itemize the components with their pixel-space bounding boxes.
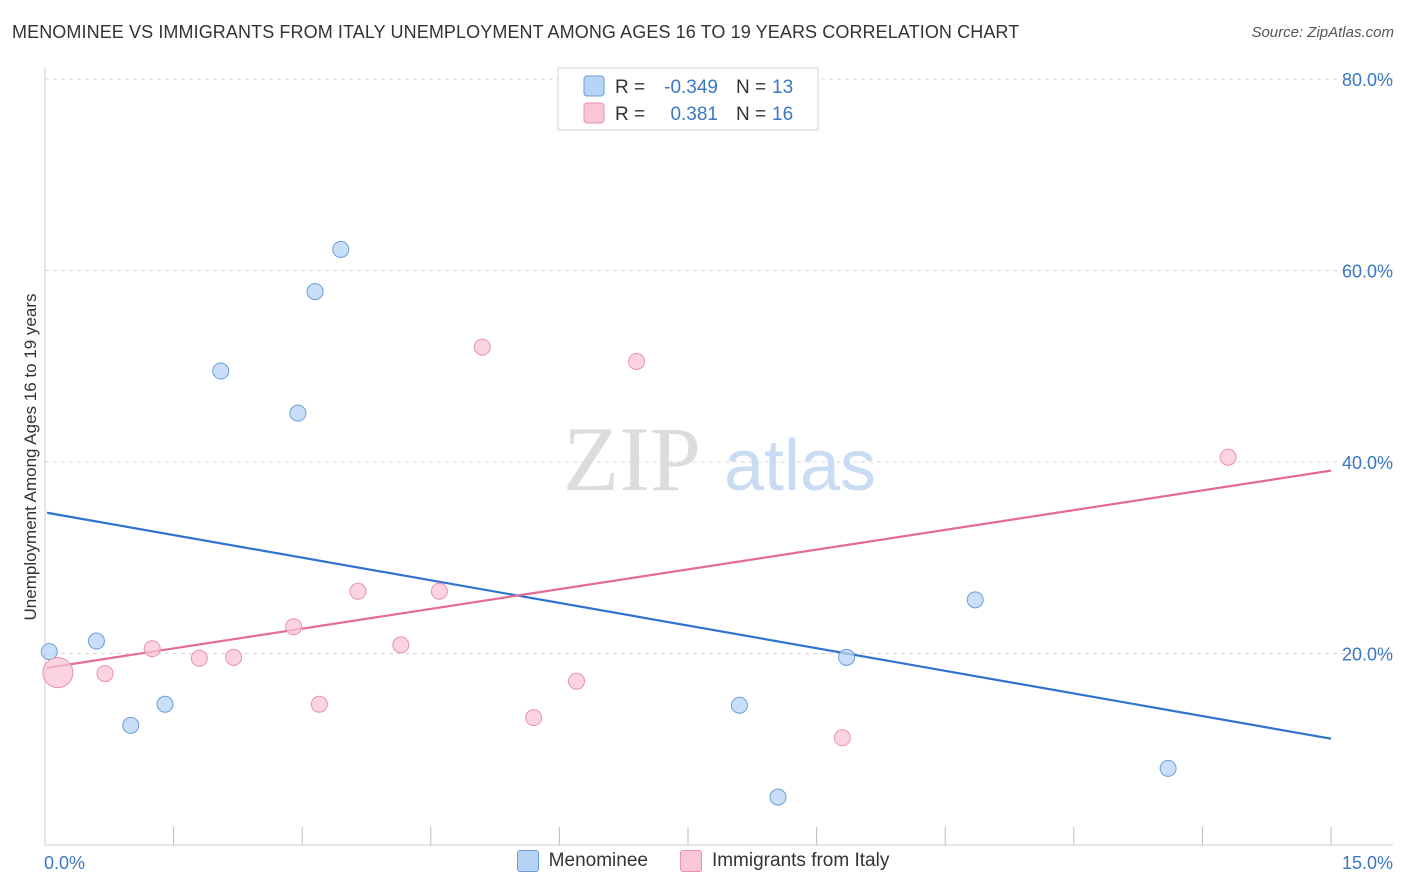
point-italy — [143, 640, 161, 658]
point-menominee — [122, 716, 140, 734]
legend-n-label: N = — [736, 104, 766, 125]
point-italy — [392, 636, 410, 654]
point-italy — [190, 649, 208, 667]
legend-swatch-menominee — [583, 75, 605, 97]
point-italy — [349, 582, 367, 600]
point-italy — [285, 618, 303, 636]
y-axis-label: Unemployment Among Ages 16 to 19 years — [21, 294, 40, 621]
legend-r-label: R = — [615, 104, 645, 125]
x-tick-label: 0.0% — [44, 853, 85, 873]
trend-lines — [46, 469, 1332, 740]
legend-item-menominee: Menominee — [516, 850, 648, 872]
point-menominee — [730, 696, 748, 714]
legend-item-italy: Immigrants from Italy — [679, 850, 890, 872]
point-menominee — [966, 591, 984, 609]
point-menominee — [212, 362, 230, 380]
point-italy — [525, 709, 543, 727]
legend-r-value: 0.381 — [670, 104, 718, 125]
menominee-swatch — [516, 850, 539, 872]
point-menominee — [1159, 759, 1177, 777]
gridlines — [45, 78, 1393, 654]
legend-n-value: 16 — [772, 104, 793, 125]
legend-box: R = -0.349 N = 13 R = 0.381 N = 16 — [557, 67, 819, 131]
chart-title: MENOMINEE VS IMMIGRANTS FROM ITALY UNEMP… — [12, 22, 1020, 42]
point-menominee — [306, 283, 324, 301]
point-menominee — [838, 648, 856, 666]
legend-n-value: 13 — [772, 77, 793, 98]
point-menominee — [289, 404, 307, 422]
trend-line-italy — [46, 469, 1332, 669]
point-italy — [1219, 448, 1237, 466]
trend-line-menominee — [46, 511, 1332, 740]
y-tick-label: 40.0% — [1342, 453, 1393, 473]
legend-r-value: -0.349 — [664, 77, 718, 98]
data-points — [40, 240, 1237, 806]
watermark: ZIP atlas — [563, 408, 876, 510]
italy-swatch — [679, 850, 702, 872]
y-tick-label: 20.0% — [1342, 645, 1393, 665]
legend-label-menominee: Menominee — [548, 850, 648, 871]
source-label: Source: ZipAtlas.com — [1251, 24, 1394, 41]
axes — [44, 68, 1393, 846]
point-italy — [473, 338, 491, 356]
point-italy — [430, 582, 448, 600]
point-menominee — [332, 240, 350, 258]
point-italy — [833, 729, 851, 747]
y-tick-label: 60.0% — [1342, 262, 1393, 282]
point-menominee — [769, 788, 787, 806]
point-italy — [96, 665, 114, 683]
y-tick-label: 80.0% — [1342, 70, 1393, 90]
point-menominee — [40, 643, 58, 661]
point-italy — [628, 352, 646, 370]
legend-n-label: N = — [736, 77, 766, 98]
watermark-atlas: atlas — [724, 426, 876, 506]
watermark-zip: ZIP — [563, 408, 701, 510]
point-menominee — [156, 695, 174, 713]
point-italy — [42, 657, 74, 689]
legend-label-italy: Immigrants from Italy — [711, 850, 890, 871]
legend-r-label: R = — [615, 77, 645, 98]
point-menominee — [87, 632, 105, 650]
point-italy — [310, 695, 328, 713]
x-tick-label: 15.0% — [1342, 853, 1393, 873]
legend-swatch-italy — [583, 102, 605, 124]
point-italy — [568, 672, 586, 690]
point-italy — [225, 648, 243, 666]
bottom-legend: Menominee Immigrants from Italy — [0, 850, 1406, 872]
tick-labels: 20.0% 40.0% 60.0% 80.0% 0.0% 15.0% — [44, 70, 1393, 873]
